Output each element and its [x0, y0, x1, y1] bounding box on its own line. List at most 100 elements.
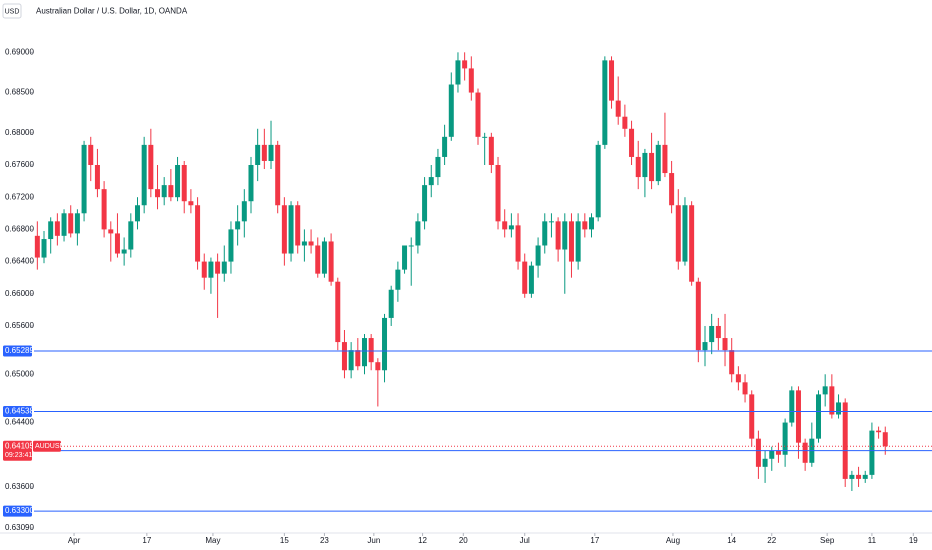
candle-body	[101, 189, 107, 230]
plot-area	[34, 52, 888, 491]
candle-body	[308, 241, 314, 246]
candle-body	[655, 144, 661, 182]
candle-body	[822, 386, 828, 395]
candle-body	[34, 235, 40, 258]
y-tick-label: 0.65000	[5, 369, 34, 378]
candle-body	[248, 165, 254, 202]
candle-body	[882, 432, 888, 447]
candle-body	[629, 128, 635, 157]
candle-body	[595, 144, 601, 218]
candle-body	[762, 458, 768, 467]
last-price-badge	[3, 440, 32, 461]
candle-body	[722, 338, 728, 351]
candle-body	[535, 245, 541, 266]
candle-body	[662, 144, 668, 174]
candle-body	[315, 245, 321, 274]
candle-body	[235, 221, 241, 230]
candle-body	[642, 152, 648, 178]
candle-body	[81, 144, 87, 214]
candle-body	[114, 233, 120, 254]
x-tick-label: 23	[320, 536, 329, 545]
candle-body	[602, 60, 608, 145]
candle-body	[856, 474, 862, 479]
candle-body	[161, 185, 167, 198]
candle-body	[181, 165, 187, 202]
price-line-label: 0.63300	[5, 506, 34, 515]
candle-body	[261, 144, 267, 161]
candle-body	[288, 205, 294, 254]
candle-body	[228, 229, 234, 262]
candle-body	[709, 325, 715, 343]
candle-body	[568, 221, 574, 262]
x-tick-label: 22	[767, 536, 776, 545]
candle-body	[769, 450, 775, 459]
candle-body	[422, 185, 428, 222]
y-tick-label: 0.66800	[5, 224, 34, 233]
candle-body	[442, 136, 448, 157]
candle-body	[148, 144, 154, 190]
candle-body	[675, 205, 681, 262]
candle-body	[869, 430, 875, 475]
candle-body	[41, 239, 47, 258]
x-tick-label: 17	[142, 536, 151, 545]
x-tick-label: 17	[590, 536, 599, 545]
candle-body	[341, 342, 347, 371]
candle-body	[215, 261, 221, 274]
candle-body	[502, 221, 508, 230]
candle-body	[649, 152, 655, 182]
candle-body	[428, 177, 434, 186]
candle-body	[815, 394, 821, 439]
candle-body	[548, 221, 554, 223]
candle-body	[361, 338, 367, 367]
candle-body	[702, 342, 708, 351]
candle-body	[415, 221, 421, 246]
y-tick-label: 0.67600	[5, 160, 34, 169]
candle-body	[609, 60, 615, 101]
candle-body	[876, 430, 882, 433]
candle-body	[562, 221, 568, 250]
candle-body	[755, 438, 761, 467]
y-tick-label: 0.68500	[5, 88, 34, 97]
candle-body	[455, 60, 461, 85]
candle-body	[588, 217, 594, 230]
candle-body	[735, 374, 741, 383]
candle-body	[368, 338, 374, 363]
price-line-label: 0.65289	[5, 346, 34, 355]
x-tick-label: Jun	[367, 536, 380, 545]
candle-body	[355, 350, 361, 367]
candle-body	[348, 350, 354, 371]
candle-body	[61, 213, 67, 236]
candle-body	[201, 261, 207, 278]
candle-body	[862, 474, 868, 479]
candle-body	[635, 156, 641, 178]
candle-body	[435, 156, 441, 178]
candle-body	[255, 144, 261, 165]
y-tick-label: 0.66000	[5, 289, 34, 298]
candle-body	[382, 317, 388, 371]
candle-body	[789, 390, 795, 423]
candle-body	[195, 205, 201, 262]
candle-body	[208, 261, 214, 278]
candle-body	[335, 281, 341, 343]
candle-body	[128, 221, 134, 250]
candle-body	[555, 221, 561, 250]
candle-body	[475, 92, 481, 137]
y-tick-label: 0.66400	[5, 257, 34, 266]
candle-body	[782, 422, 788, 455]
x-tick-label: 19	[909, 536, 918, 545]
candle-body	[522, 261, 528, 294]
candle-body	[48, 221, 54, 240]
chart-title: Australian Dollar / U.S. Dollar, 1D, OAN…	[36, 7, 188, 16]
candle-body	[749, 394, 755, 439]
candle-body	[742, 382, 748, 395]
x-tick-label: Jul	[520, 536, 530, 545]
candle-body	[542, 221, 548, 246]
candle-body	[508, 225, 514, 230]
currency-badge[interactable]	[2, 3, 22, 19]
y-tick-label: 0.63090	[5, 523, 34, 532]
price-line-label: 0.64538	[5, 407, 34, 416]
candle-body	[168, 185, 174, 198]
candle-body	[575, 221, 581, 262]
candle-body	[328, 241, 334, 282]
